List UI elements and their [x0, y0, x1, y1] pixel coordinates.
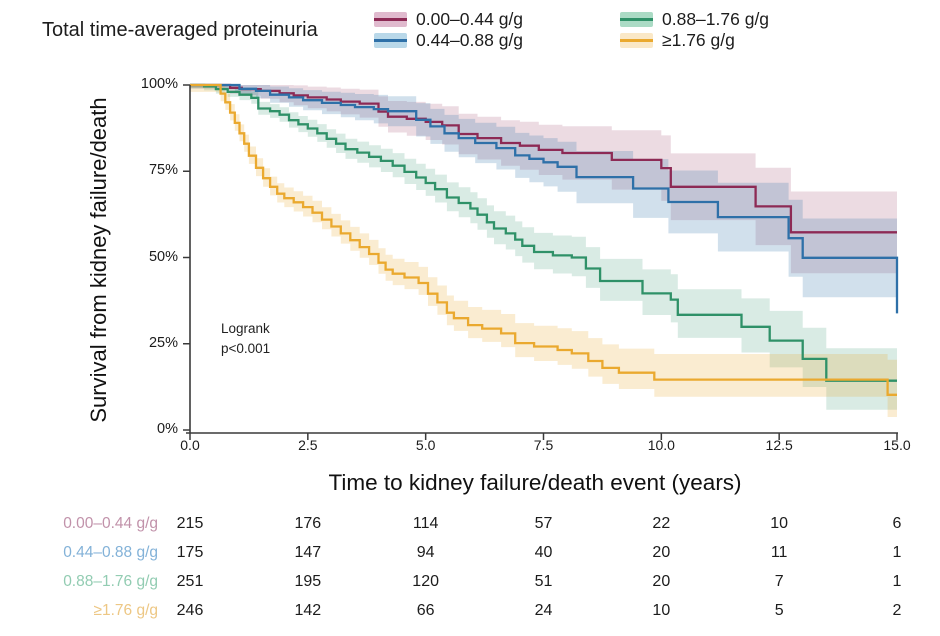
- legend-swatch-group1: [374, 12, 407, 27]
- km-curve-group3: [190, 83, 897, 382]
- legend-column-2: 0.88–1.76 g/g ≥1.76 g/g: [620, 9, 770, 50]
- risk-count: 1: [892, 573, 902, 590]
- confidence-band-group3: [190, 85, 897, 413]
- y-tick-label: 75%: [148, 162, 178, 179]
- x-tick-label: 7.5: [533, 437, 554, 453]
- y-tick-label: 50%: [148, 248, 178, 265]
- risk-count: 51: [534, 573, 553, 590]
- risk-count: 215: [176, 515, 204, 532]
- risk-count: 246: [176, 602, 204, 619]
- x-tick-label: 0.0: [180, 437, 200, 453]
- risk-count: 22: [652, 515, 671, 532]
- risk-count: 11: [770, 544, 788, 561]
- legend-entry-group1: 0.00–0.44 g/g: [374, 9, 524, 29]
- legend-swatch-line-group4: [620, 39, 653, 42]
- risk-count: 114: [412, 515, 439, 532]
- legend-swatch-line-group1: [374, 18, 407, 21]
- legend-label-group4: ≥1.76 g/g: [662, 30, 735, 50]
- risk-count: 147: [294, 544, 322, 561]
- risk-count: 120: [412, 573, 439, 590]
- risk-count: 251: [176, 573, 204, 590]
- legend-label-group3: 0.88–1.76 g/g: [662, 9, 770, 29]
- logrank-annotation-line1: Logrank: [221, 321, 270, 336]
- legend-swatch-group4: [620, 33, 653, 48]
- risk-count: 20: [652, 544, 671, 561]
- risk-count: 57: [534, 515, 553, 532]
- logrank-annotation-line2: p<0.001: [221, 340, 271, 356]
- risk-count: 142: [294, 602, 322, 619]
- x-axis-title: Time to kidney failure/death event (year…: [328, 470, 742, 495]
- confidence-band-group1: [190, 85, 897, 280]
- y-tick-label: 100%: [140, 76, 178, 92]
- legend-entry-group2: 0.44–0.88 g/g: [374, 30, 524, 50]
- x-tick-label: 10.0: [647, 437, 675, 453]
- risk-count: 1: [892, 544, 902, 561]
- risk-count: 94: [416, 544, 435, 561]
- legend-entry-group3: 0.88–1.76 g/g: [620, 9, 770, 29]
- risk-row-label-group4: ≥1.76 g/g: [93, 602, 158, 619]
- x-tick-label: 15.0: [883, 437, 911, 453]
- legend-column-1: 0.00–0.44 g/g 0.44–0.88 g/g: [374, 9, 524, 50]
- y-tick-label: 25%: [148, 334, 178, 351]
- x-tick-label: 2.5: [298, 437, 318, 453]
- risk-count: 176: [294, 515, 322, 532]
- y-tick-label: 0%: [157, 421, 178, 437]
- legend-label-group1: 0.00–0.44 g/g: [416, 9, 524, 29]
- legend-swatch-group2: [374, 33, 407, 48]
- risk-row-label-group3: 0.88–1.76 g/g: [63, 573, 158, 590]
- risk-count: 20: [652, 573, 671, 590]
- confidence-band-group4: [190, 85, 897, 418]
- risk-count: 10: [770, 515, 789, 532]
- logrank-annotation: Logrank p<0.001: [221, 319, 270, 358]
- risk-count: 66: [416, 602, 435, 619]
- x-tick-label: 5.0: [415, 437, 436, 453]
- risk-count: 5: [774, 602, 784, 619]
- risk-count: 7: [774, 573, 784, 590]
- risk-count: 6: [892, 515, 902, 532]
- legend-entry-group4: ≥1.76 g/g: [620, 30, 769, 50]
- risk-count: 40: [534, 544, 553, 561]
- legend-swatch-line-group2: [374, 39, 407, 42]
- risk-count: 2: [892, 602, 902, 619]
- risk-count: 175: [176, 544, 204, 561]
- risk-count: 24: [534, 602, 553, 619]
- km-curve-group4: [190, 83, 897, 396]
- risk-count: 195: [294, 573, 322, 590]
- legend-label-group2: 0.44–0.88 g/g: [416, 30, 524, 50]
- risk-row-label-group2: 0.44–0.88 g/g: [63, 544, 158, 561]
- risk-row-label-group1: 0.00–0.44 g/g: [63, 515, 158, 532]
- risk-count: 10: [652, 602, 671, 619]
- legend-swatch-line-group3: [620, 18, 653, 21]
- km-curve-group2: [190, 83, 899, 314]
- legend-swatch-group3: [620, 12, 653, 27]
- confidence-band-group2: [190, 85, 897, 359]
- legend-title: Total time-averaged proteinuria: [42, 19, 318, 41]
- km-plot-svg: [183, 83, 899, 440]
- x-tick-label: 12.5: [765, 437, 793, 453]
